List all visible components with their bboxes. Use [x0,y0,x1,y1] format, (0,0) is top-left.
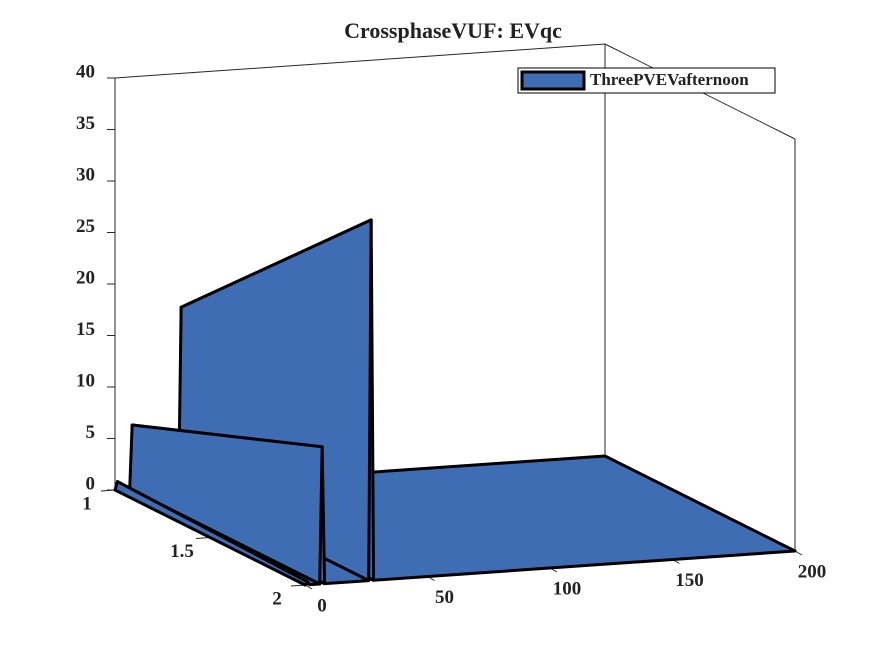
z-tick-label: 30 [76,164,95,185]
y-tick-label: 200 [798,561,827,582]
chart-title: CrossphaseVUF: EVqc [344,18,562,43]
z-tick-label: 20 [76,267,95,288]
z-tick-label: 35 [76,113,95,134]
z-tick-label: 15 [76,319,95,340]
z-tick-label: 10 [76,370,95,391]
x-tick-label: 1 [82,493,92,514]
legend-label: ThreePVEVafternoon [590,70,749,89]
surface-face [113,480,309,587]
x-tick-label: 1.5 [170,541,194,562]
z-tick-label: 25 [76,216,95,237]
z-tick-label: 40 [76,61,95,82]
z-tick-label: 0 [86,473,96,494]
y-tick-label: 0 [317,595,327,616]
box-edge [114,43,606,79]
legend-swatch [520,70,586,91]
z-tick-label: 5 [86,422,96,443]
y-tick-label: 100 [553,578,582,599]
y-tick-label: 150 [675,570,704,591]
y-tick-label: 50 [435,587,454,608]
x-tick-label: 2 [272,588,282,609]
x-tick [100,489,116,492]
